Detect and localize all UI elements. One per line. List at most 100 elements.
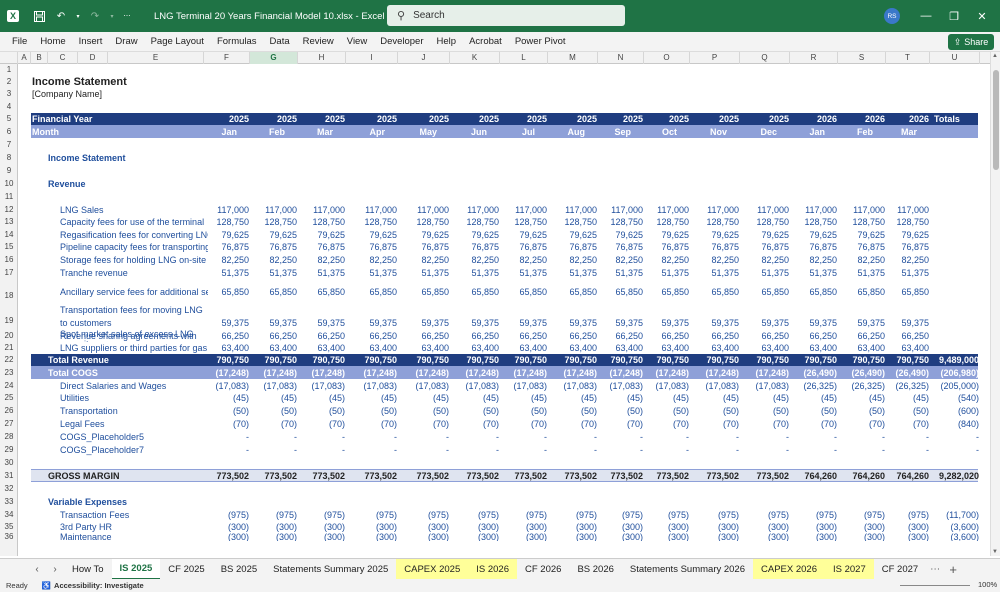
value-cell[interactable]: (50) (328, 405, 345, 416)
month-cell[interactable]: Jan (221, 126, 237, 137)
value-cell[interactable]: (975) (575, 509, 597, 520)
row-header[interactable]: 12 (4, 205, 14, 214)
value-cell[interactable]: 63,400 (471, 343, 499, 353)
row-header[interactable]: 29 (4, 445, 14, 454)
value-cell[interactable]: (17,248) (415, 367, 449, 378)
value-cell[interactable]: - (246, 431, 249, 442)
value-cell[interactable]: (50) (722, 405, 739, 416)
tab-statements-summary-2026[interactable]: Statements Summary 2026 (629, 563, 745, 575)
value-cell[interactable]: (26,325) (851, 380, 885, 391)
value-cell[interactable]: (975) (427, 509, 449, 520)
value-cell[interactable]: 79,625 (519, 229, 547, 240)
value-cell[interactable]: (17,248) (513, 367, 547, 378)
year-cell[interactable]: 2026 (816, 114, 837, 124)
value-cell[interactable]: (45) (232, 393, 249, 403)
value-cell[interactable]: (45) (530, 393, 547, 403)
value-cell[interactable]: 63,400 (661, 343, 689, 353)
tab-is-2027[interactable]: IS 2027 (824, 558, 874, 580)
value-cell[interactable]: (17,248) (465, 367, 499, 378)
tab-capex-2026[interactable]: CAPEX 2026 (753, 558, 825, 580)
value-cell[interactable]: (300) (375, 522, 397, 532)
restore-icon[interactable]: ❐ (949, 10, 959, 23)
value-cell[interactable]: 117,000 (467, 204, 499, 215)
value-cell[interactable]: - (394, 444, 397, 455)
value-cell[interactable]: 117,000 (805, 204, 837, 215)
value-cell[interactable]: 66,250 (857, 331, 885, 341)
value-cell[interactable]: 773,502 (610, 470, 643, 481)
value-cell[interactable]: 117,000 (757, 204, 789, 215)
value-cell[interactable]: 773,502 (416, 470, 449, 481)
value-cell[interactable]: (300) (717, 522, 739, 532)
value-cell[interactable]: (975) (227, 509, 249, 520)
value-cell[interactable]: - (544, 431, 547, 442)
value-cell[interactable]: (300) (717, 533, 739, 541)
value-cell[interactable]: (17,083) (655, 380, 689, 391)
value-cell[interactable]: 59,375 (369, 318, 397, 328)
value-cell[interactable]: 128,750 (416, 217, 449, 227)
value-cell[interactable]: 65,850 (269, 286, 297, 297)
year-cell[interactable]: 2025 (324, 114, 345, 124)
value-cell[interactable]: 63,400 (421, 343, 449, 353)
value-cell[interactable]: (300) (815, 522, 837, 532)
value-cell[interactable]: 79,625 (369, 229, 397, 240)
menu-insert[interactable]: Insert (78, 36, 103, 47)
value-cell[interactable]: (45) (482, 393, 499, 403)
column-header-r[interactable]: R (790, 52, 838, 64)
value-cell[interactable]: (50) (772, 405, 789, 416)
value-cell[interactable]: 51,375 (809, 267, 837, 278)
value-cell[interactable]: 51,375 (711, 267, 739, 278)
total-cell[interactable]: (600) (957, 405, 979, 416)
column-header-n[interactable]: N (598, 52, 644, 64)
value-cell[interactable]: 82,250 (471, 254, 499, 265)
value-cell[interactable]: 51,375 (761, 267, 789, 278)
value-cell[interactable]: - (834, 444, 837, 455)
value-cell[interactable]: (17,248) (655, 367, 689, 378)
value-cell[interactable]: 66,250 (569, 331, 597, 341)
value-cell[interactable]: (300) (275, 533, 297, 541)
value-cell[interactable]: 128,750 (756, 217, 789, 227)
row-header[interactable]: 18 (4, 291, 14, 300)
value-cell[interactable]: 82,250 (569, 254, 597, 265)
column-header-l[interactable]: L (500, 52, 548, 64)
tab-cf-2027[interactable]: CF 2027 (881, 563, 919, 575)
value-cell[interactable]: 117,000 (313, 204, 345, 215)
value-cell[interactable]: - (496, 444, 499, 455)
value-cell[interactable]: 117,000 (657, 204, 689, 215)
value-cell[interactable]: 773,502 (756, 470, 789, 481)
total-cell[interactable]: 9,489,000 (938, 355, 979, 365)
value-cell[interactable]: 773,502 (466, 470, 499, 481)
value-cell[interactable]: - (882, 444, 885, 455)
value-cell[interactable]: 82,250 (857, 254, 885, 265)
row-header[interactable]: 6 (6, 127, 12, 136)
value-cell[interactable]: 66,250 (471, 331, 499, 341)
column-header-t[interactable]: T (886, 52, 930, 64)
value-cell[interactable]: (17,248) (263, 367, 297, 378)
line-item-label[interactable]: Capacity fees for use of the terminal (60, 217, 205, 227)
value-cell[interactable]: 128,750 (216, 217, 249, 227)
total-cogs-label[interactable]: Total COGS (48, 367, 98, 378)
value-cell[interactable]: (975) (667, 509, 689, 520)
line-item-label[interactable]: 3rd Party HR (60, 522, 113, 532)
value-cell[interactable]: 63,400 (615, 343, 643, 353)
value-cell[interactable]: 79,625 (569, 229, 597, 240)
row-header[interactable]: 34 (4, 510, 14, 519)
value-cell[interactable]: 82,250 (317, 254, 345, 265)
month-cell[interactable]: Apr (369, 126, 386, 137)
month-cell[interactable]: Jan (809, 126, 825, 137)
value-cell[interactable]: 59,375 (809, 318, 837, 328)
value-cell[interactable]: (17,248) (755, 367, 789, 378)
value-cell[interactable]: 82,250 (615, 254, 643, 265)
value-cell[interactable]: (300) (275, 522, 297, 532)
value-cell[interactable]: (70) (432, 418, 449, 429)
value-cell[interactable]: (50) (580, 405, 597, 416)
tab-is-2025[interactable]: IS 2025 (111, 558, 161, 580)
value-cell[interactable]: 773,502 (514, 470, 547, 481)
value-cell[interactable]: 128,750 (804, 217, 837, 227)
more-tabs-icon[interactable]: ⋯ (930, 563, 941, 575)
value-cell[interactable]: 66,250 (369, 331, 397, 341)
value-cell[interactable]: 76,875 (661, 242, 689, 252)
value-cell[interactable]: 79,625 (661, 229, 689, 240)
row-header[interactable]: 33 (4, 497, 14, 506)
column-header-m[interactable]: M (548, 52, 598, 64)
line-item-label[interactable]: Tranche revenue (60, 267, 128, 278)
